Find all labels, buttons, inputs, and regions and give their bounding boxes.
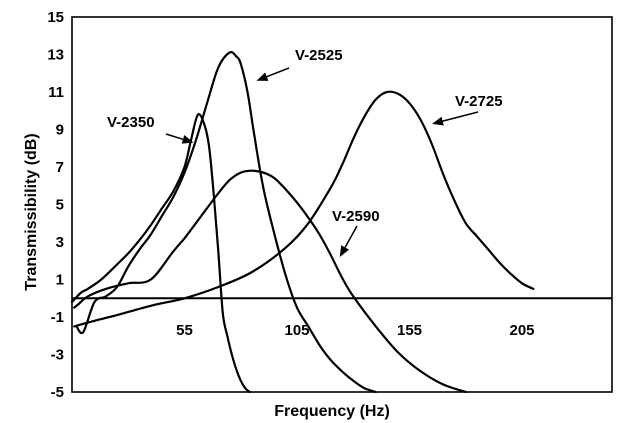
y-tick-label: 11 [48,84,64,101]
series-label-text: V-2525 [295,47,343,64]
arrow-line [266,67,290,78]
arrow-line [344,225,358,248]
x-tick-label: 105 [284,322,309,339]
series-annotations: V-2350 V-2525 V-2590 V-2725 [107,47,503,257]
series-label-text: V-2725 [455,93,503,110]
y-tick-label: -3 [51,347,64,364]
plot-area [71,16,613,393]
series-label-v-2590: V-2590 [332,208,380,257]
y-tick-label: -5 [51,384,64,401]
series-label-text: V-2590 [332,208,380,225]
series-line-v-2590 [73,169,467,394]
x-tick-label: 55 [176,322,193,339]
arrow-head-icon [181,135,194,144]
y-tick-label: 7 [56,159,64,176]
x-tick-label: 205 [509,322,534,339]
series-label-v-2725: V-2725 [432,93,503,126]
series-label-v-2350: V-2350 [107,114,194,144]
arrow-head-icon [432,116,444,126]
series-label-text: V-2350 [107,114,155,131]
series-curves [70,51,535,394]
y-tick-label: 9 [56,122,64,139]
y-tick-label: 15 [47,9,64,26]
series-line-v-2350 [70,113,251,394]
y-axis-title: Transmissibility (dB) [23,133,40,290]
x-tick-label: 155 [397,322,422,339]
series-line-v-2525 [75,51,377,394]
x-axis-title: Frequency (Hz) [274,403,390,420]
y-tick-label: 3 [56,234,64,251]
y-tick-label: 5 [56,197,64,214]
arrow-line [165,133,184,141]
arrow-head-icon [256,72,269,81]
plot-frame [71,16,613,393]
y-tick-label: 1 [56,272,64,289]
y-tick-label: 13 [47,47,64,64]
arrow-line [442,111,479,122]
series-label-v-2525: V-2525 [256,47,343,81]
arrow-head-icon [339,245,350,257]
y-tick-label: -1 [51,309,64,326]
series-line-v-2725 [73,90,535,328]
